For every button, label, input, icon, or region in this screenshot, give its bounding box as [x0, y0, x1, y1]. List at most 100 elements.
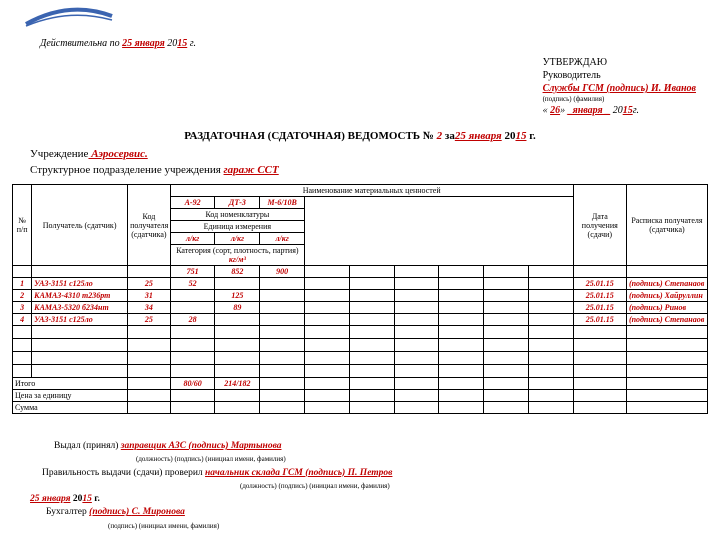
title-year: 15 — [515, 130, 526, 142]
hdr-recipient: Получатель (сдатчик) — [32, 185, 128, 266]
footer-acct-sub: (подпись) (инициал имени, фамилия) — [30, 522, 219, 532]
logo — [24, 6, 114, 30]
table-cell — [394, 314, 439, 326]
table-itogo-row: Итого 80/60 214/182 — [13, 378, 708, 390]
table-cell — [349, 302, 394, 314]
table-cell — [349, 290, 394, 302]
footer-date-red: 25 января — [30, 494, 71, 504]
table-cell — [260, 290, 305, 302]
approve-date-day: 26 — [550, 105, 560, 116]
table-cell: 31 — [128, 290, 171, 302]
footer-line2: Правильность выдачи (сдачи) проверил нач… — [30, 467, 700, 480]
valid-suffix: г. — [187, 38, 196, 49]
table-cell: (подпись) Степанаов — [626, 314, 707, 326]
table-cell — [484, 290, 529, 302]
table-cell — [260, 302, 305, 314]
hdr-cat-red: кг/м³ — [229, 255, 246, 264]
approve-date-year: 15 — [623, 105, 633, 116]
subunit-value: гараж ССТ — [224, 164, 279, 176]
approve-date-mid: » — [560, 105, 568, 116]
approve-line2: Руководитель — [543, 69, 696, 82]
approve-date: « 26» _января _ 2015г. — [543, 104, 696, 117]
ledger-table-wrap: № п/п Получатель (сдатчик) Код получател… — [12, 184, 708, 414]
table-cell — [394, 290, 439, 302]
approve-date-open: « — [543, 105, 551, 116]
footer-date-year: 15 — [82, 494, 92, 504]
approve-block: УТВЕРЖДАЮ Руководитель Службы ГСМ (подпи… — [543, 56, 696, 117]
title-no-lbl: № — [423, 130, 437, 142]
table-price-row: Цена за единицу — [13, 390, 708, 402]
table-cell — [528, 302, 573, 314]
table-row: 2КАМАЗ-4310 т236рт31 125 25.01.15(подпись)… — [13, 290, 708, 302]
title-za: за — [442, 130, 455, 142]
table-empty-row — [13, 339, 708, 352]
table-cell — [439, 302, 484, 314]
table-cell — [349, 278, 394, 290]
table-cell — [484, 314, 529, 326]
table-cell — [394, 302, 439, 314]
table-cell: 1 — [13, 278, 32, 290]
table-cell: 4 — [13, 314, 32, 326]
hdr-unit2: л/кг — [215, 233, 260, 245]
footer-line1: Выдал (принял) заправщик АЗС (подпись) М… — [30, 440, 700, 453]
table-cell: 25.01.15 — [573, 302, 626, 314]
table-cell — [260, 278, 305, 290]
table-cell — [484, 302, 529, 314]
hdr-cat-txt: Категория (сорт, плотность, партия) — [176, 246, 298, 255]
valid-year: 15 — [177, 38, 187, 49]
price-label: Цена за единицу — [13, 390, 128, 402]
footer-l1-pre: Выдал (принял) — [54, 441, 121, 451]
footer-l1-red: заправщик АЗС (подпись) Мартынова — [121, 441, 282, 451]
hdr-fuel2: ДТ-3 — [215, 197, 260, 209]
hdr-code: Код получателя (сдатчика) — [128, 185, 171, 266]
hdr-goods: Наименование материальных ценностей — [170, 185, 573, 197]
table-cell: 25.01.15 — [573, 290, 626, 302]
table-cell — [260, 314, 305, 326]
footer-date-suf: г. — [92, 494, 100, 504]
hdr-num: № п/п — [13, 185, 32, 266]
table-cell: УАЗ-3151 с125ло — [32, 278, 128, 290]
table-cell — [305, 278, 350, 290]
table-cell — [170, 302, 215, 314]
table-cell — [215, 314, 260, 326]
table-row: 1УАЗ-3151 с125ло255225.01.15(подпись) Ст… — [13, 278, 708, 290]
table-row: 4УАЗ-3151 с125ло252825.01.15(подпись) Ст… — [13, 314, 708, 326]
footer-l1-sub: (должность) (подпись) (инициал имени, фа… — [30, 455, 286, 465]
table-cell: (подпись) Ринов — [626, 302, 707, 314]
title-ypre: 20 — [502, 130, 516, 142]
table-cell: КАМАЗ-4310 т236рт — [32, 290, 128, 302]
table-header-row: № п/п Получатель (сдатчик) Код получател… — [13, 185, 708, 197]
table-row: 3КАМАЗ-5320 б234нт348925.01.15(подпись) … — [13, 302, 708, 314]
itogo-label: Итого — [13, 378, 128, 390]
table-cell — [439, 314, 484, 326]
table-cell: 25 — [128, 314, 171, 326]
table-cell: 52 — [170, 278, 215, 290]
subunit-line: Структурное подразделение учреждения гар… — [30, 164, 279, 176]
subunit-label: Структурное подразделение учреждения — [30, 164, 224, 176]
table-cell — [394, 278, 439, 290]
table-cell: 2 — [13, 290, 32, 302]
table-cell — [528, 290, 573, 302]
title-suf: г. — [526, 130, 535, 142]
ledger-table: № п/п Получатель (сдатчик) Код получател… — [12, 184, 708, 414]
hdr-unit1: л/кг — [170, 233, 215, 245]
institution-line: Учреждение Аэросервис. — [30, 148, 148, 160]
approve-sub: (подпись) (фамилия) — [543, 95, 696, 104]
hdr-fuel1: А-92 — [170, 197, 215, 209]
sum-label: Сумма — [13, 402, 128, 414]
table-cell: 34 — [128, 302, 171, 314]
hdr-receipt: Расписка получателя (сдатчика) — [626, 185, 707, 266]
table-cell — [528, 314, 573, 326]
table-cell: 125 — [215, 290, 260, 302]
table-cell: (подпись) Хайруллин — [626, 290, 707, 302]
title-date: 25 января — [455, 130, 502, 142]
table-cell: 3 — [13, 302, 32, 314]
table-cell — [305, 302, 350, 314]
hdr-unit-hdr: Единица измерения — [170, 221, 304, 233]
table-empty-row — [13, 365, 708, 378]
document-title: РАЗДАТОЧНАЯ (СДАТОЧНАЯ) ВЕДОМОСТЬ № 2 за… — [0, 130, 720, 142]
footer-acct-red1: (подпись) — [89, 507, 131, 517]
valid-date: 25 января — [122, 38, 165, 49]
table-cell — [484, 278, 529, 290]
table-cell — [439, 278, 484, 290]
